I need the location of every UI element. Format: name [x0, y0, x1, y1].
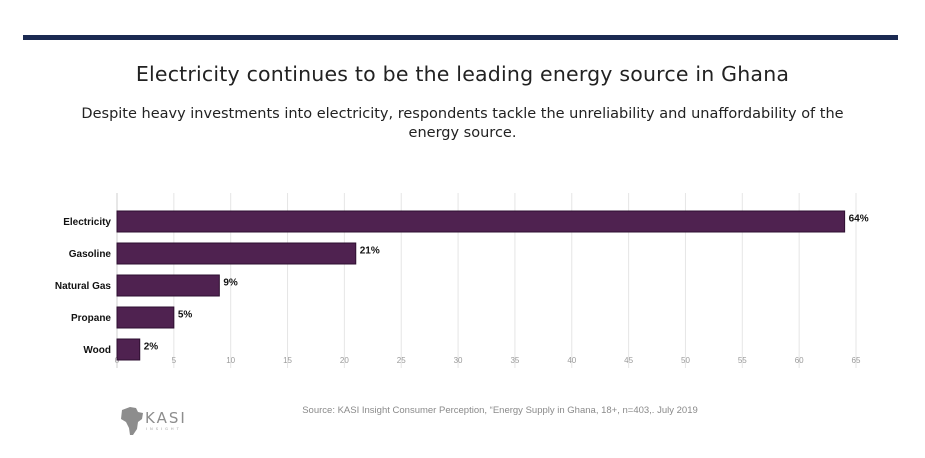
category-label: Gasoline	[69, 249, 112, 260]
x-tick-label: 30	[454, 356, 463, 365]
data-label: 21%	[360, 246, 380, 257]
category-label: Propane	[71, 313, 111, 324]
chart-title: Electricity continues to be the leading …	[135, 62, 790, 86]
africa-map-icon	[121, 407, 143, 435]
x-tick-label: 10	[226, 356, 235, 365]
category-label: Natural Gas	[55, 281, 112, 292]
x-tick-label: 40	[567, 356, 576, 365]
x-tick-label: 45	[624, 356, 633, 365]
chart-subtitle: Despite heavy investments into electrici…	[81, 106, 844, 141]
x-tick-label: 65	[852, 356, 861, 365]
data-label: 5%	[178, 310, 193, 321]
x-tick-label: 50	[681, 356, 690, 365]
x-tick-label: 60	[795, 356, 804, 365]
bar	[116, 338, 141, 361]
x-tick-label: 55	[738, 356, 747, 365]
x-tick-label: 35	[510, 356, 519, 365]
x-tick-label: 5	[172, 356, 177, 365]
data-label: 9%	[223, 278, 238, 289]
bar	[116, 210, 846, 233]
top-rule	[23, 35, 898, 40]
bar	[116, 306, 175, 329]
kasi-logo: KASI INSIGHT	[121, 407, 187, 435]
data-label: 64%	[849, 214, 869, 225]
logo-tagline: INSIGHT	[146, 427, 182, 431]
bar	[116, 274, 220, 297]
source-note: Source: KASI Insight Consumer Perception…	[302, 405, 698, 416]
x-tick-label: 15	[283, 356, 292, 365]
x-tick-label: 25	[397, 356, 406, 365]
logo-text: KASI	[145, 409, 187, 427]
x-tick-label: 20	[340, 356, 349, 365]
category-label: Electricity	[63, 217, 111, 228]
bar	[116, 242, 357, 265]
category-label: Wood	[83, 345, 111, 356]
data-label: 2%	[144, 342, 159, 353]
bar-chart: 05101520253035404550556065Electricity64%…	[55, 193, 869, 368]
